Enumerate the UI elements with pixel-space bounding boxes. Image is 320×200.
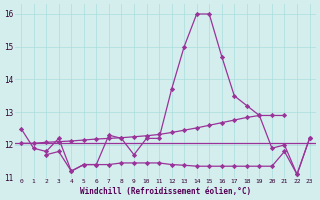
X-axis label: Windchill (Refroidissement éolien,°C): Windchill (Refroidissement éolien,°C) <box>80 187 251 196</box>
